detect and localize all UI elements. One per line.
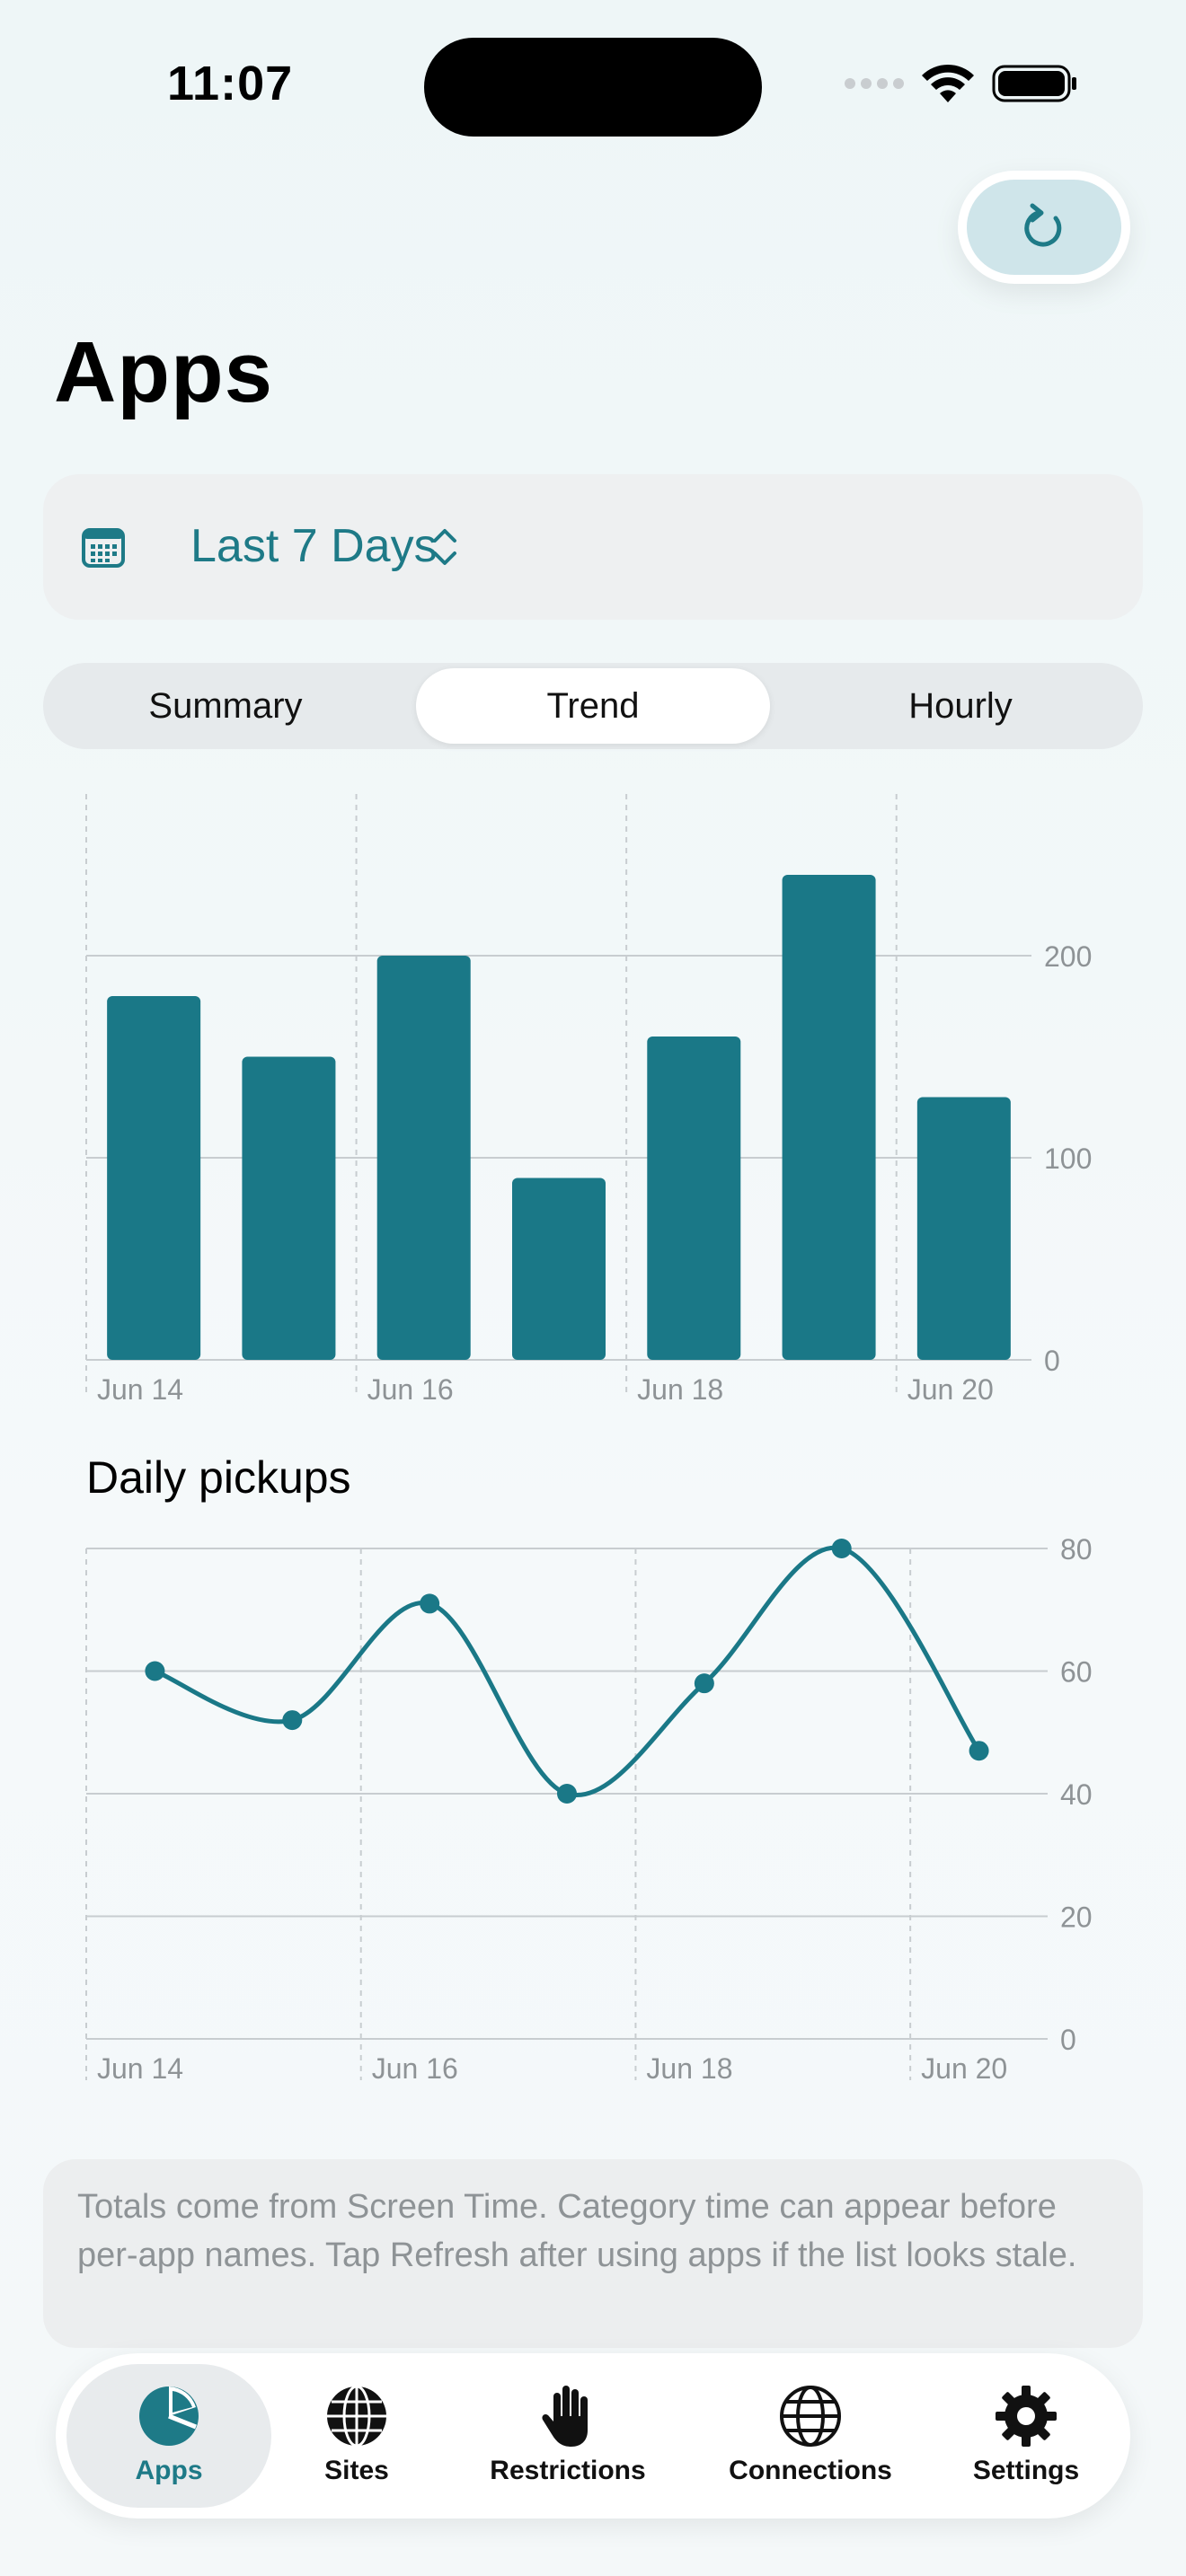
segment-hourly[interactable]: Hourly <box>908 685 1013 726</box>
date-range-label: Last 7 Days <box>190 520 438 572</box>
bar-chart-svg: Jun 14 Jun 16 Jun 18 Jun 20 0 100 200 <box>85 794 1092 1406</box>
x-tick-label: Jun 20 <box>921 2052 1007 2085</box>
data-point <box>145 1661 165 1681</box>
battery-icon <box>992 65 1076 102</box>
data-point <box>831 1539 852 1558</box>
refresh-icon <box>1024 203 1062 247</box>
y-tick-label: 20 <box>1060 1901 1093 1934</box>
calendar-icon <box>82 528 125 568</box>
y-tick-label: 0 <box>1060 2024 1076 2056</box>
tab-settings[interactable]: Settings <box>945 2364 1107 2508</box>
pickups-line-chart: Jun 14 Jun 16 Jun 18 Jun 20 0 20 40 60 80 <box>0 1527 1186 2106</box>
x-tick-label: Jun 16 <box>367 1373 454 1406</box>
bar <box>647 1037 741 1360</box>
y-tick-label: 200 <box>1044 940 1092 973</box>
tab-restrictions-label: Restrictions <box>490 2456 646 2485</box>
gear-icon <box>996 2386 1057 2447</box>
line-chart-svg: Jun 14 Jun 16 Jun 18 Jun 20 0 20 40 60 80 <box>85 1533 1093 2085</box>
x-tick-label: Jun 14 <box>97 1373 183 1406</box>
refresh-button-container <box>958 171 1130 284</box>
x-tick-label: Jun 16 <box>372 2052 458 2085</box>
y-tick-label: 80 <box>1060 1533 1093 1566</box>
tab-settings-label: Settings <box>972 2456 1080 2485</box>
refresh-button[interactable] <box>967 180 1121 275</box>
bar <box>107 996 201 1360</box>
page-title: Apps <box>54 324 273 420</box>
usage-bar-chart: Jun 14 Jun 16 Jun 18 Jun 20 0 100 200 <box>0 781 1186 1433</box>
tab-apps-label: Apps <box>135 2456 203 2485</box>
segment-summary[interactable]: Summary <box>148 685 303 726</box>
x-tick-label: Jun 18 <box>637 1373 723 1406</box>
data-point <box>557 1784 577 1804</box>
info-note: Totals come from Screen Time. Category t… <box>43 2159 1143 2348</box>
y-tick-label: 40 <box>1060 1778 1093 1811</box>
cellular-signal-icon <box>845 78 904 89</box>
hand-icon <box>542 2386 588 2447</box>
tab-sites-label: Sites <box>324 2456 389 2485</box>
bar <box>512 1178 606 1360</box>
tab-apps[interactable]: Apps <box>66 2364 271 2508</box>
y-tick-label: 100 <box>1044 1142 1092 1175</box>
segment-trend[interactable]: Trend <box>416 668 770 744</box>
status-time: 11:07 <box>167 57 294 110</box>
tab-restrictions[interactable]: Restrictions <box>469 2364 667 2508</box>
data-point <box>282 1710 303 1731</box>
y-tick-label: 60 <box>1060 1656 1093 1689</box>
data-point <box>969 1741 989 1761</box>
x-tick-label: Jun 14 <box>97 2052 183 2085</box>
tab-bar: Apps Sites <box>56 2353 1130 2519</box>
pie-chart-icon <box>139 2386 199 2446</box>
x-tick-label: Jun 20 <box>907 1373 994 1406</box>
network-globe-icon <box>780 2386 841 2447</box>
tab-connections-label: Connections <box>729 2456 892 2485</box>
pickups-chart-title: Daily pickups <box>86 1452 351 1503</box>
data-point <box>694 1673 714 1694</box>
chevron-up-down-icon <box>433 529 456 565</box>
wifi-icon <box>922 64 974 102</box>
view-segmented-control: Summary Trend Hourly <box>43 663 1143 749</box>
date-range-picker[interactable]: Last 7 Days <box>43 474 1143 620</box>
y-tick-label: 0 <box>1044 1345 1060 1377</box>
dynamic-island <box>424 38 762 137</box>
x-tick-label: Jun 18 <box>646 2052 732 2085</box>
globe-icon <box>327 2385 386 2448</box>
bar <box>916 1097 1011 1360</box>
bar <box>376 956 471 1360</box>
status-icons <box>845 63 1078 104</box>
bar <box>242 1056 336 1360</box>
tab-sites[interactable]: Sites <box>289 2364 424 2508</box>
bar <box>782 875 876 1360</box>
data-point <box>420 1593 440 1614</box>
tab-connections[interactable]: Connections <box>703 2364 918 2508</box>
